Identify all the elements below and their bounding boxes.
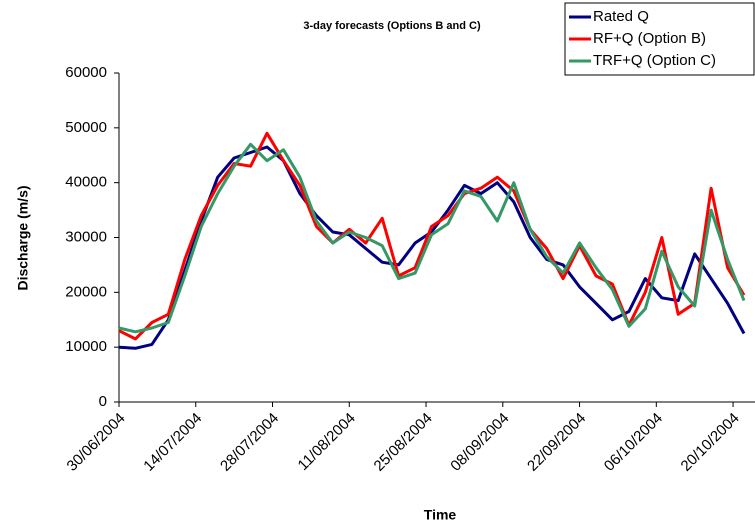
legend-box bbox=[564, 2, 755, 76]
series-line bbox=[118, 131, 746, 341]
series-line bbox=[118, 142, 746, 334]
series-line bbox=[118, 145, 746, 350]
x-tick-label: 20/10/2004 bbox=[678, 410, 743, 475]
x-tick-label: 08/09/2004 bbox=[447, 410, 512, 475]
y-tick-label: 50000 bbox=[65, 119, 107, 136]
x-tick-label: 25/08/2004 bbox=[371, 410, 436, 475]
legend-label: RF+Q (Option B) bbox=[593, 30, 706, 47]
y-tick-label: 0 bbox=[99, 393, 107, 410]
y-axis-label: Discharge (m/s) bbox=[15, 185, 31, 290]
y-tick-label: 20000 bbox=[65, 283, 107, 300]
x-tick-label: 06/10/2004 bbox=[601, 410, 666, 475]
x-axis-label: Time bbox=[424, 507, 457, 523]
x-tick-label: 30/06/2004 bbox=[64, 410, 129, 475]
y-tick-label: 60000 bbox=[65, 64, 107, 81]
y-tick-label: 40000 bbox=[65, 174, 107, 191]
x-tick-label: 11/08/2004 bbox=[295, 410, 359, 474]
legend-label: Rated Q bbox=[593, 8, 649, 25]
x-tick-label: 28/07/2004 bbox=[217, 410, 282, 475]
legend-label: TRF+Q (Option C) bbox=[593, 52, 716, 69]
x-tick-label: 22/09/2004 bbox=[524, 410, 589, 475]
y-tick-label: 10000 bbox=[65, 338, 107, 355]
chart-title: 3-day forecasts (Options B and C) bbox=[303, 20, 481, 32]
x-tick-label: 14/07/2004 bbox=[140, 410, 205, 475]
y-tick-label: 30000 bbox=[65, 228, 107, 245]
